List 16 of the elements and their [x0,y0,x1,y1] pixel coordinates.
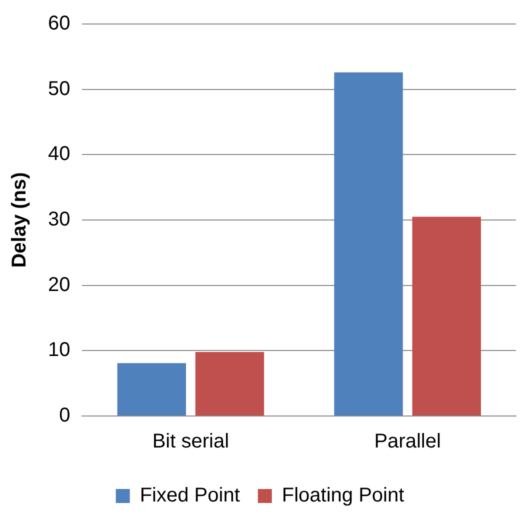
y-tick-label: 50 [48,78,70,100]
y-tick-label: 20 [48,274,70,296]
x-tick-label: Bit serial [152,430,230,453]
legend-label: Fixed Point [140,484,240,507]
bar [195,352,264,416]
y-tick-label: 40 [48,143,70,166]
y-tick-label: 0 [59,404,70,427]
bar [334,72,403,416]
x-tick-label: Parallel [374,430,441,453]
y-tick-label: 10 [48,339,70,362]
y-tick-label: 60 [48,12,70,35]
legend-label: Floating Point [282,484,405,507]
y-axis-title: Delay (ns) [8,172,31,268]
y-tick-label: 30 [48,208,70,231]
bar [117,363,186,416]
bar [412,216,481,416]
